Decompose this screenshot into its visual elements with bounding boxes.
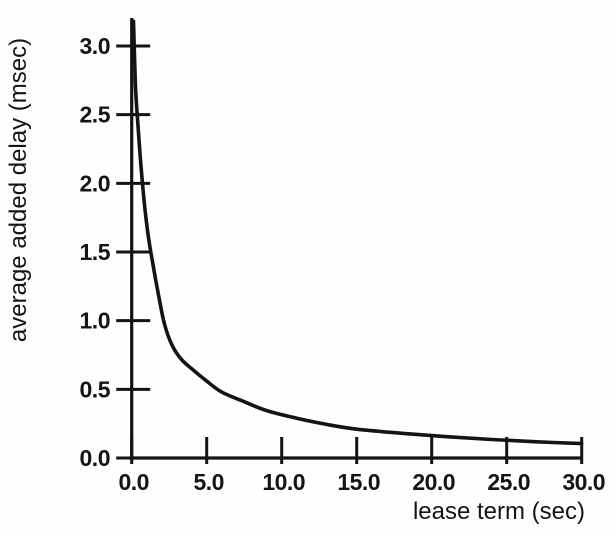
y-tick-label: 0.0 (80, 445, 110, 471)
y-tick-label: 1.5 (80, 239, 111, 265)
x-tick-label: 5.0 (193, 469, 223, 495)
y-tick-label: 0.5 (80, 376, 111, 402)
x-tick-label: 25.0 (487, 469, 530, 495)
y-tick-label: 2.0 (80, 170, 110, 196)
y-tick-label: 1.0 (80, 308, 110, 334)
plot-area: 0.0 0.5 1.0 1.5 2.0 2.5 3.0 0.0 5.0 10.0 15.0 20.0 2… (80, 18, 606, 495)
x-tick-label: 30.0 (562, 469, 605, 495)
delay-curve (131, 19, 584, 446)
y-tick-label: 2.5 (80, 102, 111, 128)
x-axis-title: lease term (sec) (413, 498, 585, 525)
y-tick-label: 3.0 (80, 33, 110, 59)
x-tick-label: 20.0 (412, 469, 455, 495)
x-tick-label: 10.0 (262, 469, 305, 495)
x-tick-label: 15.0 (337, 469, 380, 495)
x-tick-label: 0.0 (118, 469, 148, 495)
y-axis-title: average added delay (msec) (5, 38, 32, 342)
